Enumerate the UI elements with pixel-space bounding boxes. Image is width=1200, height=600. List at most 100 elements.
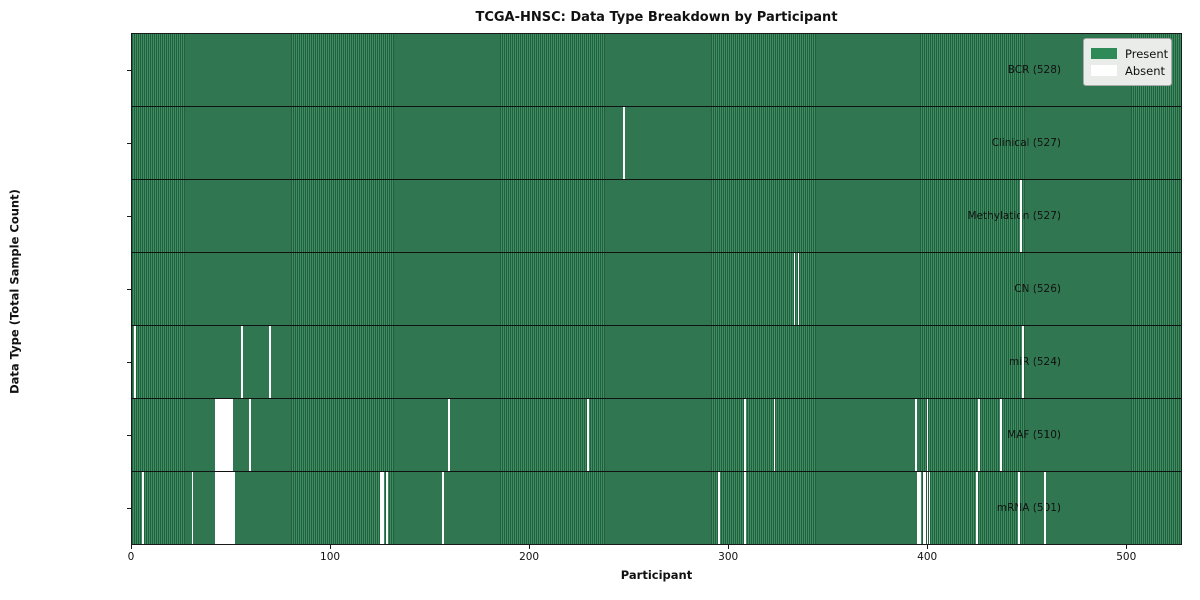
y-axis-label: Data Type (Total Sample Count) <box>7 189 22 394</box>
row-divider <box>132 106 1181 108</box>
absent-stripe <box>928 471 931 544</box>
absent-stripe <box>743 471 746 544</box>
absent-stripe <box>797 252 800 326</box>
absent-stripe <box>223 398 226 472</box>
heatmap-row-BCR <box>132 34 1181 107</box>
absent-stripe <box>233 471 236 544</box>
heatmap-row-miR <box>132 325 1181 399</box>
absent-stripe <box>217 471 220 544</box>
absent-stripe <box>447 398 450 472</box>
chart-title: TCGA-HNSC: Data Type Breakdown by Partic… <box>475 10 838 25</box>
absent-stripe <box>191 471 194 544</box>
absent-stripe <box>380 471 383 544</box>
heatmap-row-CN <box>132 252 1181 326</box>
y-tick-mark <box>127 69 131 71</box>
absent-stripe <box>718 471 720 544</box>
present-swatch-icon <box>1091 48 1117 59</box>
x-tick-label: 500 <box>1116 551 1137 563</box>
absent-stripe <box>215 398 218 472</box>
legend-entry-absent: Absent <box>1091 62 1166 79</box>
heatmap-row-Clinical <box>132 106 1181 180</box>
absent-stripe <box>743 398 746 472</box>
x-tick-label: 300 <box>718 551 739 563</box>
absent-stripe <box>221 471 224 544</box>
absent-stripe <box>1043 471 1046 544</box>
absent-stripe <box>622 106 625 180</box>
y-tick-label: Clinical (527) <box>991 136 1061 149</box>
y-tick-label: CN (526) <box>1014 283 1061 295</box>
x-tick-mark <box>330 545 332 549</box>
y-tick-mark <box>127 508 131 510</box>
absent-stripe <box>976 471 979 544</box>
heatmap-row-mRNA <box>132 471 1181 544</box>
row-divider <box>132 252 1181 254</box>
x-tick-mark <box>529 545 531 549</box>
absent-stripe <box>231 398 234 472</box>
absent-stripe <box>223 471 226 544</box>
absent-stripe <box>914 398 917 472</box>
absent-stripe <box>229 398 232 472</box>
y-tick-label: MAF (510) <box>1007 429 1061 442</box>
x-tick-mark <box>728 545 730 549</box>
absent-stripe <box>219 471 222 544</box>
y-tick-mark <box>127 435 131 437</box>
y-tick-label: miR (524) <box>1008 356 1061 369</box>
absent-stripe <box>586 398 589 472</box>
absent-stripe <box>978 398 981 472</box>
y-tick-mark <box>127 215 131 217</box>
absent-stripe <box>1000 398 1002 472</box>
plot-area <box>131 33 1182 545</box>
y-tick-mark <box>127 142 131 144</box>
absent-stripe <box>918 471 921 544</box>
absent-stripe <box>386 471 389 544</box>
absent-stripe <box>141 471 144 544</box>
x-tick-label: 200 <box>519 551 540 563</box>
legend-label-present: Present <box>1125 46 1169 61</box>
absent-stripe <box>227 398 230 472</box>
y-tick-label: mRNA (501) <box>996 502 1061 515</box>
absent-stripe <box>1018 471 1020 544</box>
y-tick-label: Methylation (527) <box>967 209 1061 222</box>
absent-stripe <box>916 471 919 544</box>
row-divider <box>132 470 1181 472</box>
absent-stripe <box>229 471 232 544</box>
y-tick-mark <box>127 289 131 290</box>
x-axis-label: Participant <box>620 568 693 582</box>
absent-stripe <box>1020 179 1022 253</box>
absent-stripe <box>227 471 230 544</box>
absent-stripe <box>219 398 222 472</box>
row-divider <box>132 397 1181 399</box>
y-tick-label: BCR (528) <box>1007 63 1061 76</box>
absent-stripe <box>382 471 385 544</box>
absent-stripe <box>241 325 244 399</box>
absent-stripe <box>922 471 925 544</box>
absent-stripe <box>225 471 228 544</box>
x-tick-mark <box>131 545 132 549</box>
absent-stripe <box>926 471 929 544</box>
x-tick-mark <box>1126 545 1128 549</box>
absent-stripe <box>773 398 776 472</box>
heatmap-row-Methylation <box>132 179 1181 253</box>
absent-stripe <box>249 398 251 472</box>
heatmap-row-MAF <box>132 398 1181 472</box>
x-tick-label: 400 <box>917 551 938 563</box>
absent-stripe <box>221 398 224 472</box>
absent-stripe <box>225 398 228 472</box>
legend-label-absent: Absent <box>1125 63 1166 78</box>
absent-stripe <box>215 471 218 544</box>
absent-stripe <box>924 471 927 544</box>
absent-swatch-icon <box>1091 65 1117 76</box>
x-tick-label: 100 <box>320 551 341 563</box>
absent-stripe <box>231 471 234 544</box>
row-divider <box>132 179 1181 181</box>
legend-entry-present: Present <box>1091 45 1168 62</box>
row-divider <box>132 324 1181 326</box>
legend: Present Absent <box>1083 38 1172 86</box>
y-axis-label-wrap: Data Type (Total Sample Count) <box>4 52 23 532</box>
absent-stripe <box>793 252 796 326</box>
x-tick-label: 0 <box>127 551 135 563</box>
x-tick-mark <box>927 545 929 549</box>
absent-stripe <box>217 398 220 472</box>
absent-stripe <box>441 471 444 544</box>
